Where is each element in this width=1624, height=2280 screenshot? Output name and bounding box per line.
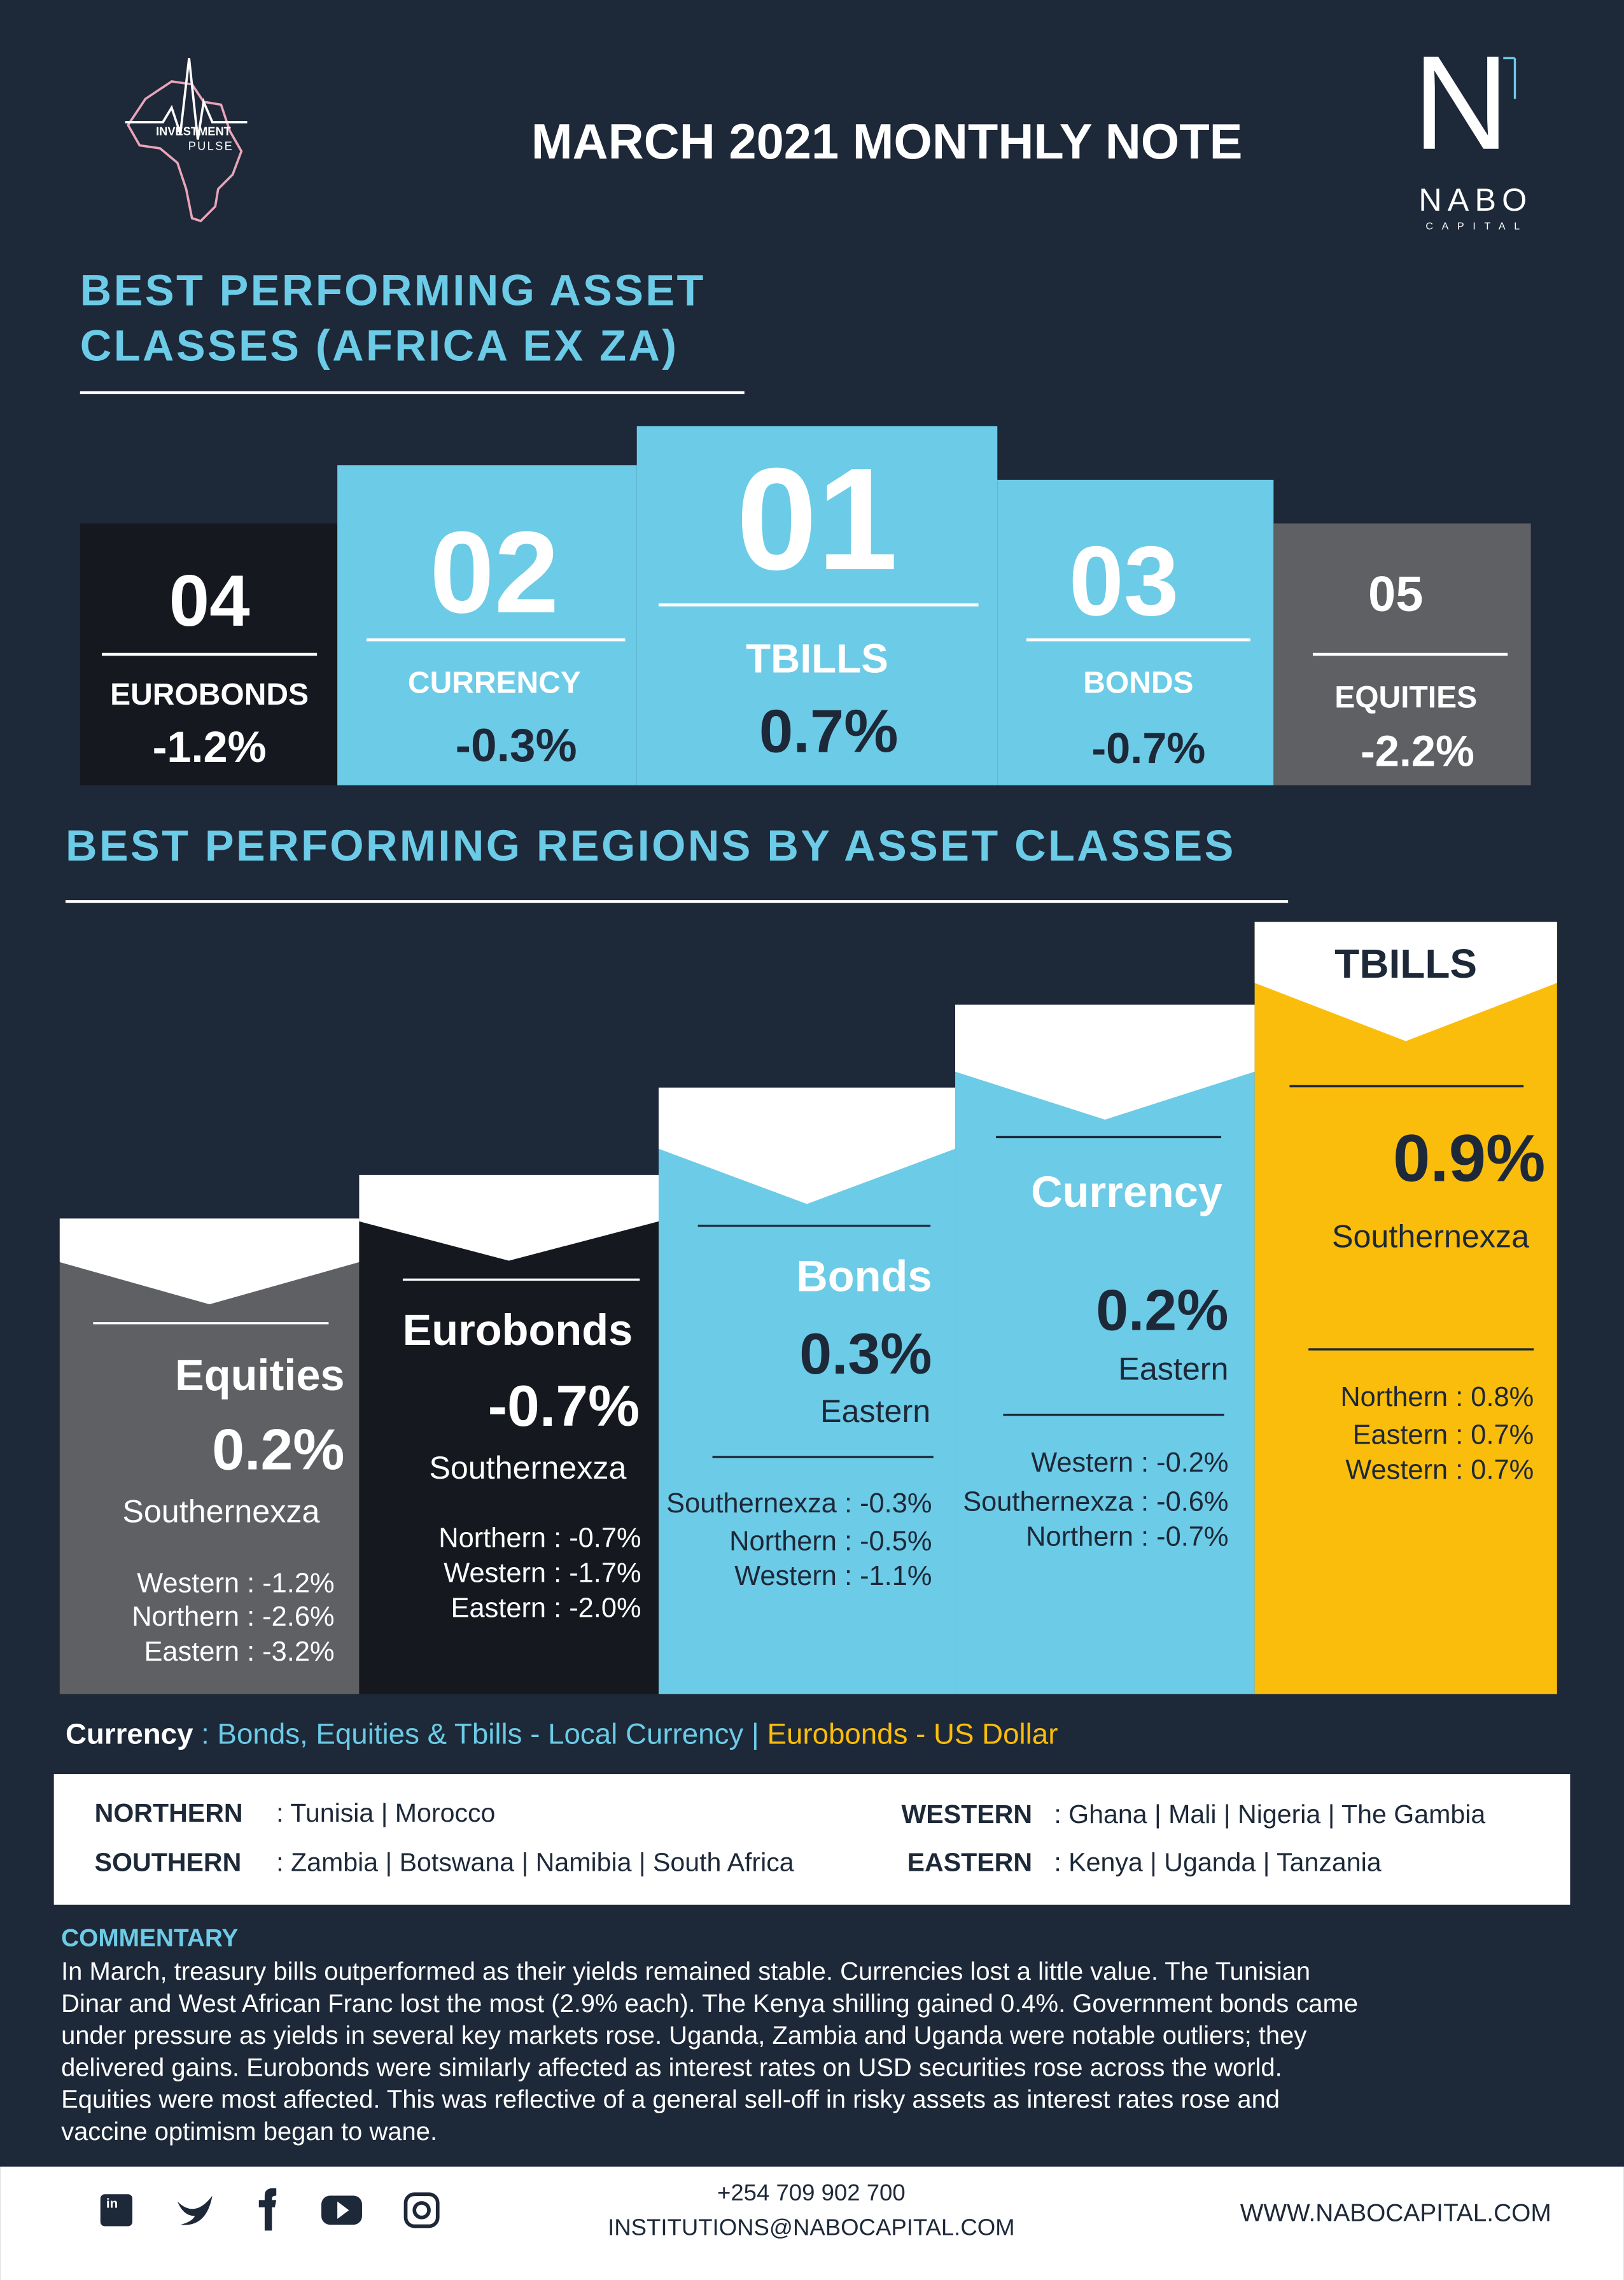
region-asset-name: Equities (175, 1351, 345, 1400)
investment-pulse-logo (125, 58, 248, 223)
region-column (359, 1174, 659, 1694)
twitter-icon[interactable] (177, 2195, 213, 2225)
region-other: Eastern : 0.7% (1353, 1419, 1534, 1450)
asset-name: EQUITIES (1334, 680, 1477, 714)
region-other: Southernexza : -0.6% (963, 1487, 1228, 1517)
commentary-line: delivered gains. Eurobonds were similarl… (61, 2053, 1282, 2081)
brand-name: NABO (1418, 182, 1532, 218)
asset-box (337, 465, 637, 785)
legend-countries: : Tunisia | Morocco (276, 1798, 495, 1827)
region-column (1254, 922, 1557, 1694)
region-other: Eastern : -3.2% (144, 1636, 334, 1667)
legend-region: WESTERN (901, 1799, 1032, 1829)
region-asset-name: Eurobonds (403, 1305, 633, 1355)
region-other: Northern : -2.6% (132, 1601, 334, 1632)
region-best-value: 0.9% (1393, 1121, 1546, 1195)
currency-local: : Bonds, Equities & Tbills - Local Curre… (201, 1718, 759, 1750)
region-best-name: Eastern (820, 1393, 930, 1429)
region-other: Eastern : -2.0% (451, 1593, 641, 1623)
commentary-line: In March, treasury bills outperformed as… (61, 1958, 1310, 1986)
asset-name: CURRENCY (408, 666, 581, 700)
section-title: CLASSES (AFRICA EX ZA) (80, 321, 679, 370)
region-cap (1254, 922, 1557, 1041)
region-other: Western : -1.7% (444, 1558, 641, 1589)
region-other: Southernexza : -0.3% (666, 1488, 932, 1519)
legend-countries: : Kenya | Uganda | Tanzania (1054, 1848, 1381, 1877)
email: INSTITUTIONS@NABOCAPITAL.COM (608, 2214, 1015, 2241)
asset-name: EUROBONDS (110, 678, 309, 712)
asset-value: -0.7% (1091, 724, 1205, 773)
linkedin-icon[interactable] (100, 2194, 133, 2227)
region-best-value: 0.2% (212, 1418, 344, 1482)
region-best-name: Southernexza (1332, 1219, 1529, 1255)
region-other: Northern : -0.5% (729, 1526, 932, 1556)
asset-name: BONDS (1083, 666, 1193, 700)
logo-text: PULSE (188, 139, 234, 153)
region-asset-name: TBILLS (1334, 941, 1477, 987)
legend-region: SOUTHERN (95, 1848, 242, 1877)
instagram-lens (412, 2201, 431, 2220)
commentary-line: Equities were most affected. This was re… (61, 2086, 1280, 2114)
commentary-line: vaccine optimism began to wane. (61, 2118, 437, 2146)
region-other: Western : 0.7% (1345, 1454, 1534, 1485)
facebook-icon[interactable] (258, 2188, 277, 2231)
youtube-play (337, 2201, 349, 2220)
region-asset-name: Currency (1031, 1167, 1222, 1216)
legend-region: NORTHERN (95, 1798, 243, 1827)
region-best-name: Eastern (1118, 1351, 1228, 1387)
currency-label: Currency (66, 1718, 193, 1750)
commentary-line: under pressure as yields in several key … (61, 2022, 1306, 2050)
asset-rank: 04 (169, 561, 250, 642)
phone: +254 709 902 700 (717, 2179, 906, 2206)
legend-countries: : Zambia | Botswana | Namibia | South Af… (276, 1848, 794, 1877)
region-other: Northern : 0.8% (1340, 1382, 1534, 1412)
region-best-value: 0.2% (1096, 1277, 1228, 1342)
region-cap (955, 1004, 1255, 1120)
asset-rank: 02 (430, 507, 559, 637)
legend-countries: : Ghana | Mali | Nigeria | The Gambia (1054, 1799, 1485, 1829)
region-best-name: Southernexza (429, 1450, 626, 1486)
asset-value: -0.3% (456, 720, 577, 771)
asset-rank: 05 (1368, 566, 1423, 621)
region-other: Western : -1.1% (734, 1561, 932, 1591)
region-other: Northern : -0.7% (438, 1523, 641, 1554)
asset-value: -1.2% (153, 722, 267, 771)
commentary-title: COMMENTARY (61, 1925, 238, 1952)
page-title: MARCH 2021 MONTHLY NOTE (531, 115, 1243, 169)
region-other: Northern : -0.7% (1026, 1521, 1228, 1552)
region-other: Western : -1.2% (137, 1568, 334, 1599)
region-asset-name: Bonds (796, 1251, 932, 1300)
region-best-name: Southernexza (122, 1493, 319, 1529)
linkedin-glyph: in (106, 2197, 118, 2211)
legend-box (53, 1774, 1571, 1905)
currency-note: Currency : Bonds, Equities & Tbills - Lo… (66, 1718, 1058, 1750)
region-cap (359, 1174, 659, 1261)
region-best-value: 0.3% (799, 1321, 932, 1386)
asset-value: 0.7% (759, 697, 899, 765)
section-title: BEST PERFORMING REGIONS BY ASSET CLASSES (66, 821, 1236, 870)
asset-rank: 03 (1069, 525, 1179, 636)
asset-name: TBILLS (746, 635, 888, 681)
region-other: Western : -0.2% (1031, 1447, 1228, 1478)
brand-mark: N (1413, 28, 1509, 178)
asset-rank: 01 (736, 438, 898, 600)
commentary-line: Dinar and West African Franc lost the mo… (61, 1990, 1358, 2018)
region-cap (658, 1087, 956, 1204)
social-icons (100, 2188, 440, 2231)
legend-region: EASTERN (907, 1848, 1032, 1877)
asset-box (997, 479, 1274, 785)
asset-value: -2.2% (1361, 727, 1474, 776)
region-best-value: -0.7% (488, 1374, 640, 1439)
currency-usd: Eurobonds - US Dollar (767, 1718, 1058, 1750)
brand-sub: CAPITAL (1425, 222, 1528, 232)
region-cap (59, 1218, 360, 1305)
instagram-icon[interactable] (403, 2192, 440, 2228)
website: WWW.NABOCAPITAL.COM (1240, 2199, 1551, 2227)
section-title: BEST PERFORMING ASSET (80, 266, 706, 315)
logo-text: INVESTMENT (156, 125, 231, 138)
